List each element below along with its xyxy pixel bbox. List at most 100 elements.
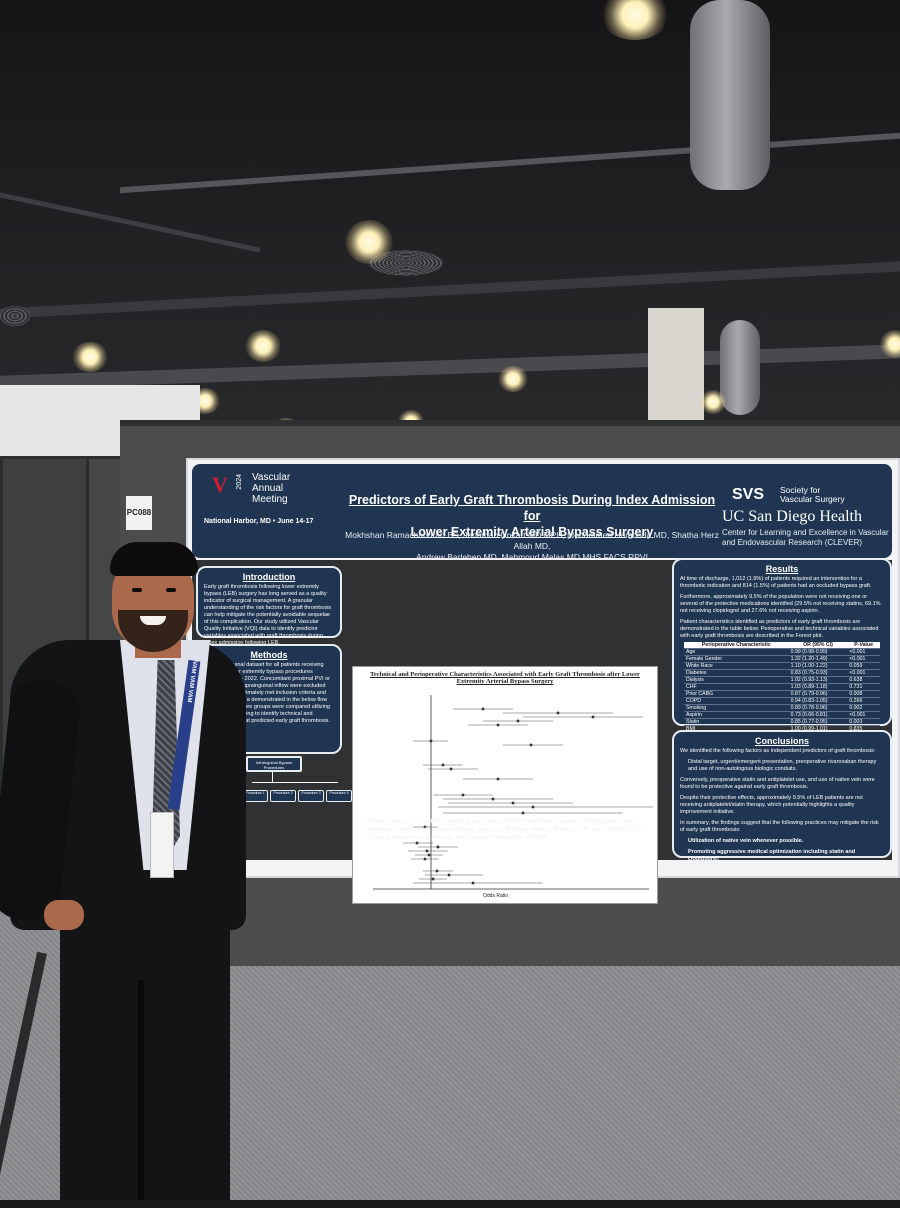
forest-plot-title: Technical and Perioperative Characterist… <box>363 671 647 685</box>
results-table-cell: 1.00 (0.99-1.01) <box>788 725 848 732</box>
results-table-cell: COPD <box>684 697 789 705</box>
presenter: VAM VAM VAM <box>0 540 250 1200</box>
results-table-cell: Diabetes <box>684 669 789 677</box>
ceiling-light <box>700 390 726 414</box>
booth-number: PC088 <box>126 496 152 530</box>
results-table-header: Perioperative Characteristic <box>684 642 789 649</box>
results-table-cell: 0.008 <box>847 690 880 698</box>
results-table-row: Female Gender 1.32 (1.20-1.49) <0.001 <box>684 655 880 663</box>
ceiling-light <box>880 330 900 358</box>
center-line2: and Endovascular Research (CLEVER) <box>722 538 863 547</box>
eye <box>132 588 142 592</box>
poster-authors: Mokhshan Ramachandran BS, Jonathan Unkar… <box>342 530 722 563</box>
eye <box>166 588 176 592</box>
results-table-cell: CHF <box>684 683 789 691</box>
vam-line2: Annual <box>252 483 284 494</box>
results-table-row: COPD 0.94 (0.83-1.05) 0.266 <box>684 697 880 705</box>
results-table-cell: 0.731 <box>847 683 880 691</box>
introduction-text: Early graft thrombosis following lower e… <box>204 584 332 646</box>
results-table-cell: 0.266 <box>847 697 880 705</box>
vam-logo-mark: V <box>212 472 228 497</box>
flow-connector <box>272 772 273 782</box>
ucsd-logo: UC San Diego Health <box>722 508 862 525</box>
results-table-cell: <0.001 <box>847 711 880 719</box>
results-table-cell: Statin <box>684 718 789 726</box>
results-table-row: CHF 1.03 (0.89-1.18) 0.731 <box>684 683 880 691</box>
results-table-cell: Age <box>684 648 789 656</box>
methods-text: VQI infrainguinal dataset for all patien… <box>204 662 330 724</box>
results-table-cell: White Race <box>684 662 789 670</box>
results-text1: At time of discharge, 1,012 (1.9%) of pa… <box>680 576 872 589</box>
conclusions-bullet1: Distal target, urgent/emergent presentat… <box>688 759 877 772</box>
results-table-cell: <0.001 <box>847 655 880 663</box>
results-table-row: Diabetes 0.83 (0.75-0.93) <0.001 <box>684 669 880 677</box>
results-box: Results At time of discharge, 1,012 (1.9… <box>672 558 892 732</box>
hand <box>44 900 84 930</box>
results-table-cell: Prior CABG <box>684 690 789 698</box>
results-table-cell: 0.638 <box>847 676 880 684</box>
results-table: Perioperative Characteristic OR (95% CI) P… <box>684 642 880 732</box>
conclusions-bullet2: Utilization of native vein whenever poss… <box>688 838 804 844</box>
ceiling-vent <box>0 306 30 326</box>
results-table-row: Dialysis 1.02 (0.93-1.13) 0.638 <box>684 676 880 684</box>
results-table-cell: 1.03 (0.89-1.18) <box>788 683 848 691</box>
center-line1: Center for Learning and Excellence in Va… <box>722 528 889 537</box>
results-table-row: Smoking 0.89 (0.78-0.96) 0.002 <box>684 704 880 712</box>
conclusions-text3: Despite their protective effects, approx… <box>680 795 863 815</box>
ceiling-light <box>600 0 670 40</box>
results-table-row: Age 0.99 (0.98-0.99) <0.001 <box>684 648 880 656</box>
results-table-cell: 0.89 (0.78-0.96) <box>788 704 848 712</box>
forest-plot-caption: Shown above is a Forest Plot depicting o… <box>366 819 645 841</box>
poster-header: V 2024 Vascular Annual Meeting National … <box>192 464 892 562</box>
results-table-header: P-Value <box>847 642 880 649</box>
results-table-cell: 0.73 (0.66-0.81) <box>788 711 848 719</box>
vam-line1: Vascular <box>252 472 291 483</box>
hair <box>110 542 198 576</box>
meeting-location: National Harbor, MD • June 14-17 <box>204 518 314 525</box>
flow-child-box: Procedure 4 <box>326 790 352 802</box>
svs-logo: SVS <box>732 486 765 503</box>
results-text3: Patient characteristics identified as pr… <box>680 619 879 639</box>
conclusions-text4: In summary, the findings suggest that th… <box>680 820 879 833</box>
flow-diagram: Infrainguinal Bypass Procedures Procedur… <box>242 756 372 820</box>
results-table-cell: 1.32 (1.20-1.49) <box>788 655 848 663</box>
name-badge <box>150 812 174 878</box>
results-table-cell: <0.001 <box>847 648 880 656</box>
forest-plot-xlabel: Odds Ratio <box>483 893 509 899</box>
results-table-cell: 0.059 <box>847 662 880 670</box>
results-table-cell: Smoking <box>684 704 789 712</box>
results-table-cell: 0.002 <box>847 704 880 712</box>
results-table-row: BMI 1.00 (0.99-1.01) 0.835 <box>684 725 880 732</box>
ceiling-light <box>245 330 281 362</box>
title-line1: Predictors of Early Graft Thrombosis Dur… <box>348 493 716 523</box>
ceiling-light <box>345 220 393 264</box>
results-table-cell: 0.87 (0.79-0.96) <box>788 690 848 698</box>
vam-year: 2024 <box>236 474 243 490</box>
flow-child-box: Procedure 2 <box>270 790 296 802</box>
results-table-cell: Aspirin <box>684 711 789 719</box>
title-line2: Lower Extremity Arterial Bypass Surgery <box>410 525 654 539</box>
results-table-cell: BMI <box>684 725 789 732</box>
svs-sub1: Society for <box>780 485 821 495</box>
authors-line1: Mokhshan Ramachandran BS, Jonathan Unkar… <box>345 530 719 551</box>
ceiling-light <box>498 366 528 392</box>
poster-body: Introduction Early graft thrombosis foll… <box>192 558 892 904</box>
results-table-cell: <0.001 <box>847 669 880 677</box>
vam-line3: Meeting <box>252 494 288 505</box>
results-table-cell: 0.003 <box>847 718 880 726</box>
results-table-row: Statin 0.85 (0.77-0.95) 0.003 <box>684 718 880 726</box>
results-table-cell: 1.02 (0.93-1.13) <box>788 676 848 684</box>
ceiling-light <box>72 342 108 372</box>
results-heading: Results <box>765 564 799 574</box>
ceiling-pillar <box>648 308 704 423</box>
conclusions-box: Conclusions We identified the following … <box>672 730 892 862</box>
methods-heading: Methods <box>250 650 288 660</box>
smile <box>140 616 166 625</box>
air-duct <box>720 320 760 415</box>
forest-plot-graphic <box>373 695 653 890</box>
flow-child-box: Procedure 3 <box>298 790 324 802</box>
forest-plot-title-line2: Extremity Arterial Bypass Surgery <box>456 678 554 685</box>
results-table-cell: Female Gender <box>684 655 789 663</box>
results-table-cell: 0.94 (0.83-1.05) <box>788 697 848 705</box>
forest-plot: Technical and Perioperative Characterist… <box>352 666 658 904</box>
